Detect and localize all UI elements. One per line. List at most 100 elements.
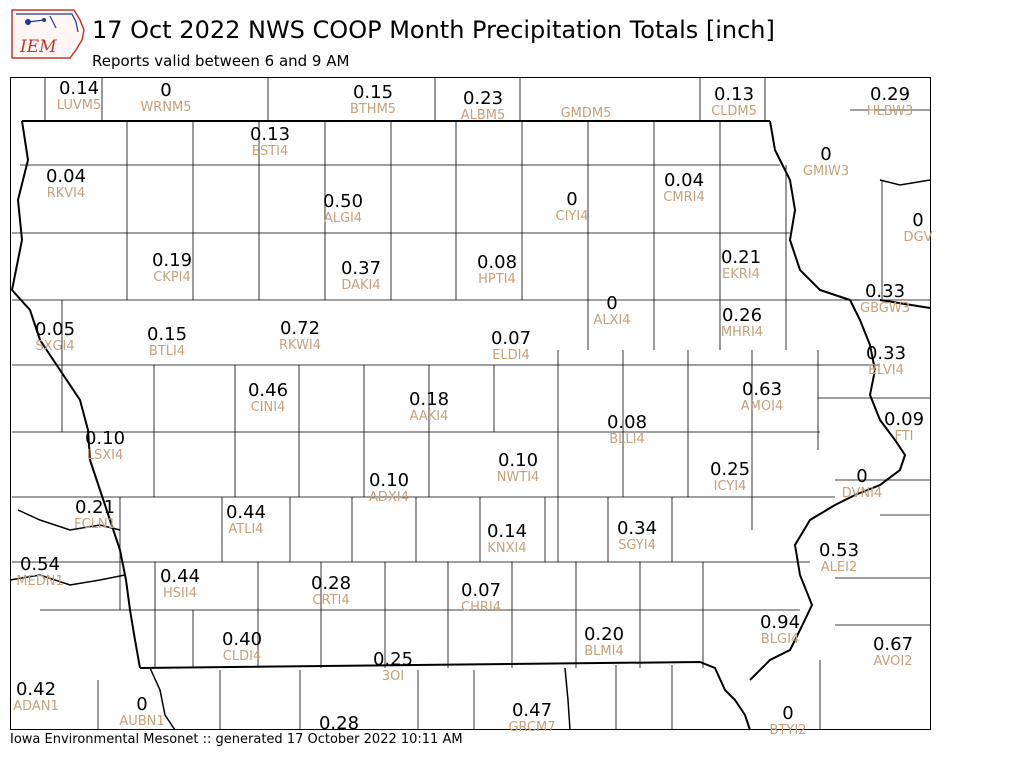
station-value: 0.10 [369, 470, 409, 491]
station-id: CLDM5 [711, 104, 757, 119]
station-value: 0 [136, 694, 147, 715]
station-value: 0.25 [373, 649, 413, 670]
station-id: CRTI4 [312, 593, 349, 608]
station-id: HSII4 [163, 586, 197, 601]
station-value: 0.44 [226, 502, 266, 523]
station-value: 0.23 [463, 88, 503, 109]
station-value: 0.33 [866, 343, 906, 364]
station-id: SGYI4 [618, 538, 656, 553]
station-value: 0.15 [353, 82, 393, 103]
county-borders [12, 78, 930, 730]
station-value: 0.50 [323, 191, 363, 212]
station-id: HPTI4 [478, 272, 516, 287]
station-id: ADAN1 [13, 699, 59, 714]
station-value: 0.72 [280, 318, 320, 339]
station-value: 0.67 [873, 634, 913, 655]
station-id: LUVM5 [57, 98, 102, 113]
station-value: 0 [782, 703, 793, 724]
station-id: ALXI4 [593, 313, 630, 328]
station-value: 0.04 [46, 166, 86, 187]
station-value: 0.21 [721, 247, 761, 268]
station-id: DAKI4 [341, 278, 380, 293]
station-value: 0.54 [20, 554, 60, 575]
station-id: GMIW3 [803, 164, 849, 179]
map-subtitle: Reports valid between 6 and 9 AM [92, 52, 350, 70]
station-id: ADXI4 [369, 490, 409, 505]
station-value: 0.18 [409, 389, 449, 410]
logo-text: IEM [19, 37, 57, 57]
station-value: 0.13 [714, 84, 754, 105]
station-value: 0 [566, 189, 577, 210]
station-id: BLVI4 [868, 363, 904, 378]
station-value: 0.46 [248, 380, 288, 401]
state-borders-thin [9, 179, 931, 731]
station-value: 0.09 [884, 409, 924, 430]
station-value: 0.15 [147, 324, 187, 345]
station-value: 0.28 [311, 573, 351, 594]
station-value: 0.26 [722, 305, 762, 326]
station-id: AUBN1 [119, 714, 164, 729]
station-id: WRNM5 [140, 100, 191, 115]
station-value: 0.37 [341, 258, 381, 279]
station-id: LSXI4 [87, 448, 124, 463]
station-id: FCLN1 [74, 517, 116, 532]
station-id: CHRI4 [461, 600, 501, 615]
station-value: 0.53 [819, 540, 859, 561]
station-value: 0.10 [498, 450, 538, 471]
station-id: ALEI2 [821, 560, 857, 575]
station-id: KNXI4 [487, 541, 526, 556]
station-id: CLDI4 [223, 649, 261, 664]
station-value: 0.08 [607, 412, 647, 433]
station-id: AMOI4 [741, 399, 783, 414]
station-value: 0.19 [152, 250, 192, 271]
station-id: AAKI4 [410, 409, 449, 424]
station-id: MHRI4 [721, 325, 763, 340]
station-id: BLLI4 [609, 432, 645, 447]
station-value: 0.14 [59, 78, 99, 99]
station-value: 0.63 [742, 379, 782, 400]
station-id: AVOI2 [873, 654, 912, 669]
station-value: 0.07 [461, 580, 501, 601]
station-value: 0.13 [250, 124, 290, 145]
station-id: FTI [894, 429, 913, 444]
station-id: BTYI2 [770, 723, 807, 738]
station-id: MEDN1 [16, 574, 63, 589]
station-value: 0.08 [477, 252, 517, 273]
station-value: 0 [856, 466, 867, 487]
station-id: CMRI4 [663, 190, 704, 205]
map-title: 17 Oct 2022 NWS COOP Month Precipitation… [92, 16, 775, 44]
station-id: GBGW3 [860, 301, 910, 316]
station-value: 0.42 [16, 679, 56, 700]
station-id: CIYI4 [556, 209, 589, 224]
station-id: 3OI [382, 669, 404, 684]
station-id: ATLI4 [228, 522, 263, 537]
station-id: HLBW3 [867, 104, 914, 119]
station-id: DVNI4 [842, 486, 883, 501]
station-value: 0.44 [160, 566, 200, 587]
station-id: NWTI4 [497, 470, 540, 485]
station-id: ALGI4 [324, 211, 362, 226]
station-id: BTLI4 [149, 344, 185, 359]
station-id: SXGI4 [35, 339, 74, 354]
station-value: 0.33 [865, 281, 905, 302]
station-value: 0.25 [710, 459, 750, 480]
iem-logo: IEM [11, 9, 85, 59]
station-value: 0.47 [512, 700, 552, 721]
station-id: BLMI4 [584, 644, 623, 659]
station-id: RKWI4 [279, 338, 321, 353]
station-id: ALBM5 [461, 108, 506, 123]
station-value: 0.94 [760, 612, 800, 633]
station-id: BLGI4 [761, 632, 799, 647]
station-value: 0.14 [487, 521, 527, 542]
state-borders [10, 120, 931, 731]
station-id: CINI4 [251, 400, 286, 415]
station-id: ICYI4 [714, 479, 747, 494]
station-value: 0 [820, 144, 831, 165]
station-id: GMDM5 [561, 106, 612, 121]
map-footer: Iowa Environmental Mesonet :: generated … [10, 732, 463, 747]
station-id: CKPI4 [153, 270, 191, 285]
station-id: BTHM5 [350, 102, 396, 117]
station-value: 0.04 [664, 170, 704, 191]
map-frame [10, 77, 931, 730]
